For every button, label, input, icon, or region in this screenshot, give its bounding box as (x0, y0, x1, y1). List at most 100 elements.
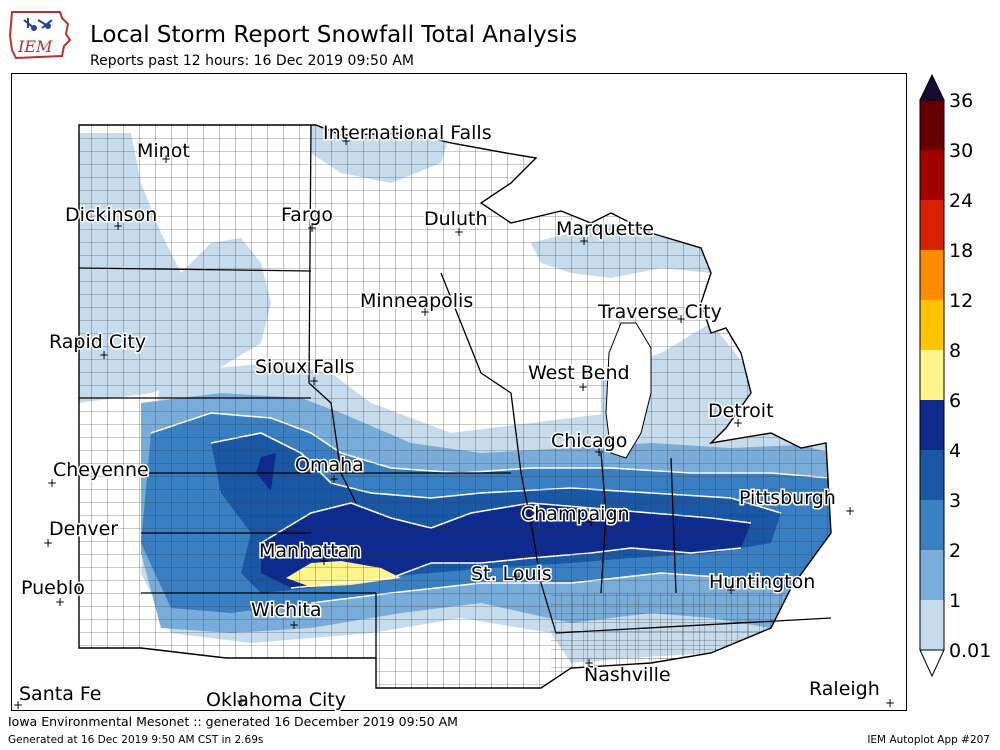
svg-text:+: + (578, 380, 588, 394)
svg-text:+: + (289, 618, 299, 632)
svg-text:+: + (309, 374, 319, 388)
city-santa-fe: Santa Fe+ (13, 682, 103, 712)
footer-timing: Generated at 16 Dec 2019 9:50 AM CST in … (8, 734, 264, 746)
svg-text:Pueblo: Pueblo (21, 577, 85, 599)
legend-level-3: 3 (949, 490, 961, 512)
page-title: Local Storm Report Snowfall Total Analys… (90, 22, 578, 48)
svg-text:Santa Fe: Santa Fe (19, 683, 101, 705)
city-minneapolis: Minneapolis+ (359, 289, 475, 320)
svg-text:Denver: Denver (49, 518, 118, 540)
legend-level-0-01: 0.01 (949, 640, 991, 662)
svg-text:+: + (454, 225, 464, 239)
city-pittsburgh: Pittsburgh + (738, 486, 856, 519)
footer-app: IEM Autoplot App #207 (867, 734, 990, 746)
iem-logo: IEM (8, 11, 72, 60)
svg-text:Cheyenne: Cheyenne (53, 459, 149, 481)
svg-text:+: + (733, 416, 743, 430)
svg-text:+: + (586, 515, 596, 529)
city-champaign: Champaign+ (520, 502, 632, 530)
svg-text:+: + (594, 445, 604, 459)
city-oklahoma-city: Oklahoma City+ (205, 688, 348, 712)
city-detroit: Detroit+ (707, 399, 776, 431)
svg-text:Nashville: Nashville (584, 664, 671, 686)
city-west-bend: West Bend+ (527, 361, 632, 395)
svg-text:International Falls: International Falls (323, 122, 492, 144)
city-st-louis: St. Louis+ (470, 562, 554, 587)
legend-level-36: 36 (949, 90, 973, 112)
svg-text:Dickinson: Dickinson (65, 204, 157, 226)
city-huntington: Huntington+ (708, 570, 817, 598)
svg-text:Minot: Minot (137, 140, 190, 162)
svg-text:+: + (99, 348, 109, 362)
footer-generated: Iowa Environmental Mesonet :: generated … (8, 714, 458, 729)
logo-text: IEM (17, 37, 53, 56)
city-pueblo: Pueblo+ (20, 576, 87, 610)
legend-level-6: 6 (949, 390, 961, 412)
city-duluth: Duluth+ (423, 207, 490, 240)
city-international-falls: International Falls+ (322, 121, 494, 149)
city-chicago: Chicago+ (550, 429, 629, 460)
svg-text:+: + (47, 476, 57, 490)
legend-level-1: 1 (949, 590, 961, 612)
city-marquette: Marquette+ (555, 217, 656, 249)
svg-text:+: + (329, 472, 339, 486)
svg-text:+: + (113, 219, 123, 233)
svg-text:Minneapolis: Minneapolis (360, 290, 473, 312)
legend-level-8: 8 (949, 340, 961, 362)
svg-text:+: + (511, 570, 521, 584)
legend-level-4: 4 (949, 440, 961, 462)
svg-text:Marquette: Marquette (556, 218, 654, 240)
svg-text:+: + (55, 595, 65, 609)
city-traverse-city: Traverse City+ (596, 300, 724, 327)
svg-text:Champaign: Champaign (521, 503, 630, 525)
city-nashville: Nashville+ (583, 656, 673, 688)
svg-text:+: + (845, 504, 855, 518)
legend-level-18: 18 (949, 240, 973, 262)
svg-text:+: + (579, 234, 589, 248)
svg-text:Chicago: Chicago (551, 430, 627, 452)
svg-text:+: + (319, 554, 329, 568)
svg-text:+: + (236, 694, 246, 708)
city-wichita: Wichita+ (250, 598, 324, 633)
city-sioux-falls: Sioux Falls+ (254, 355, 357, 389)
svg-text:+: + (420, 305, 430, 319)
svg-text:Raleigh: Raleigh (809, 678, 880, 700)
svg-text:West Bend: West Bend (528, 362, 630, 384)
svg-text:Huntington: Huntington (709, 571, 815, 593)
city-dickinson: Dickinson+ (64, 203, 159, 234)
svg-text:Manhattan: Manhattan (259, 540, 361, 562)
city-denver: Denver+ (43, 517, 120, 551)
svg-text:Wichita: Wichita (251, 599, 322, 621)
colorbar-legend: 36 30 24 18 12 8 6 4 3 2 1 0.01 (919, 73, 991, 678)
svg-text:+: + (676, 312, 686, 326)
svg-text:Pittsburgh: Pittsburgh (739, 487, 836, 509)
svg-text:Duluth: Duluth (424, 208, 488, 230)
city-fargo: Fargo+ (280, 203, 335, 236)
legend-level-12: 12 (949, 290, 973, 312)
legend-level-24: 24 (949, 190, 973, 212)
svg-text:+: + (43, 536, 53, 550)
city-raleigh: Raleigh + (808, 677, 896, 711)
svg-text:St. Louis: St. Louis (471, 563, 552, 585)
city-manhattan: Manhattan+ (258, 539, 363, 569)
legend-level-2: 2 (949, 540, 961, 562)
svg-text:+: + (885, 696, 895, 710)
svg-text:+: + (584, 656, 594, 670)
svg-text:+: + (726, 583, 736, 597)
svg-text:Fargo: Fargo (281, 204, 333, 226)
svg-text:+: + (161, 152, 171, 166)
svg-text:+: + (341, 134, 351, 148)
svg-text:+: + (307, 221, 317, 235)
svg-text:Traverse City: Traverse City (597, 301, 722, 323)
snowfall-map: International Falls+ Minot+ Dickinson+ F… (11, 73, 907, 711)
svg-text:Oklahoma City: Oklahoma City (206, 689, 346, 711)
city-cheyenne: Cheyenne+ (47, 458, 150, 491)
svg-text:Omaha: Omaha (295, 454, 364, 476)
svg-text:Rapid City: Rapid City (49, 331, 146, 353)
svg-text:Detroit: Detroit (708, 400, 774, 422)
page-subtitle: Reports past 12 hours: 16 Dec 2019 09:50… (90, 53, 414, 69)
colorbar-swatches (919, 73, 945, 678)
legend-level-30: 30 (949, 140, 973, 162)
city-omaha: Omaha+ (294, 453, 366, 487)
svg-text:Sioux Falls: Sioux Falls (255, 356, 355, 378)
